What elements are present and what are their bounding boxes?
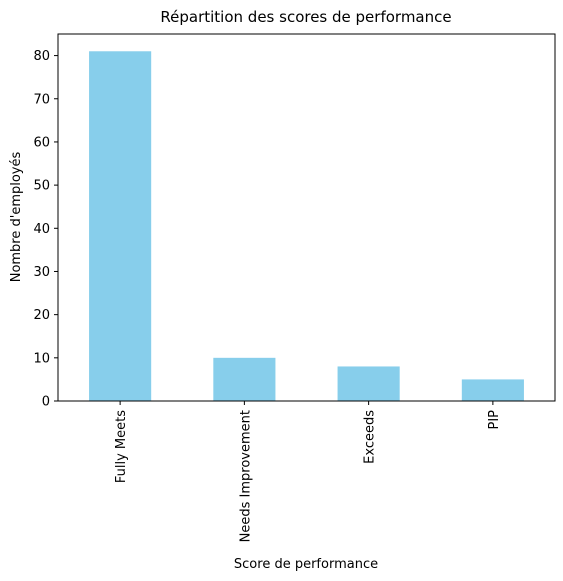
y-tick-label: 10 <box>33 351 50 366</box>
x-axis-ticks: Fully Meets Needs Improvement Exceeds PIP <box>114 401 502 542</box>
x-tick-label: Fully Meets <box>114 410 129 483</box>
bar-pip <box>461 379 524 401</box>
bar-fully-meets <box>89 51 152 401</box>
bar-needs-improvement <box>213 357 276 401</box>
bars-group <box>89 51 524 401</box>
plot-frame <box>57 33 556 402</box>
y-tick-label: 20 <box>33 308 50 323</box>
y-tick-label: 50 <box>33 179 50 194</box>
x-tick-label: Needs Improvement <box>238 410 253 542</box>
y-tick-label: 30 <box>33 265 50 280</box>
y-tick-label: 80 <box>33 49 50 64</box>
y-tick-label: 40 <box>33 222 50 237</box>
x-axis-title: Score de performance <box>234 557 378 572</box>
y-axis-title: Nombre d'employés <box>9 152 24 283</box>
bar-exceeds <box>337 366 400 401</box>
y-tick-label: 70 <box>33 92 50 107</box>
chart-title: Répartition des scores de performance <box>160 8 451 26</box>
y-axis-ticks: 0 10 20 30 40 50 60 70 80 <box>33 49 58 410</box>
y-tick-label: 60 <box>33 135 50 150</box>
y-tick-label: 0 <box>42 395 50 410</box>
x-tick-label: PIP <box>487 410 502 430</box>
x-tick-label: Exceeds <box>363 410 378 464</box>
